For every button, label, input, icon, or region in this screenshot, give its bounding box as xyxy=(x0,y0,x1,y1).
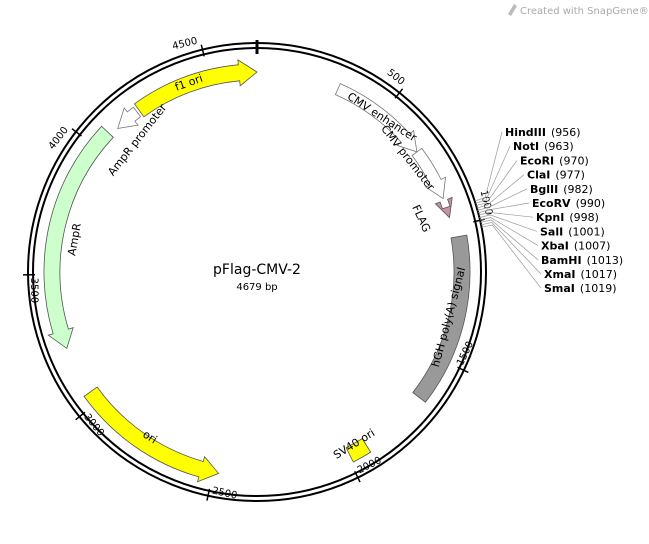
site-position: (990) xyxy=(576,197,606,210)
feature xyxy=(334,83,418,153)
tick-mark xyxy=(354,470,361,483)
plasmid-length: 4679 bp xyxy=(236,282,277,293)
site-name: ClaI xyxy=(527,169,550,182)
watermark: Created with SnapGene® xyxy=(520,6,649,17)
site-connector xyxy=(476,174,525,209)
site-name: SalI xyxy=(540,225,563,238)
site-connector xyxy=(480,219,539,261)
site-position: (1017) xyxy=(580,268,617,281)
site-name: BamHI xyxy=(541,254,582,267)
site-label: HindIII (956) xyxy=(505,126,581,139)
site-name: BglII xyxy=(530,183,558,196)
feature xyxy=(83,386,220,483)
site-connector xyxy=(474,131,503,202)
site-label: XmaI (1017) xyxy=(544,268,617,281)
site-connector xyxy=(479,217,539,246)
site-label: XbaI (1007) xyxy=(541,240,610,253)
site-label: KpnI (998) xyxy=(536,211,599,224)
site-name: EcoRV xyxy=(532,197,571,210)
site-label: EcoRV (990) xyxy=(532,197,605,210)
tick-mark xyxy=(75,411,86,421)
feature xyxy=(345,438,372,463)
plasmid-name: pFlag-CMV-2 xyxy=(213,262,301,278)
feature xyxy=(434,196,453,219)
site-label: SalI (1001) xyxy=(540,225,605,238)
site-connector xyxy=(479,214,538,232)
feature xyxy=(117,106,142,130)
site-position: (977) xyxy=(555,169,585,182)
site-name: SmaI xyxy=(544,282,575,295)
snapgene-logo xyxy=(508,4,517,16)
feature-label: AmpR xyxy=(65,222,84,257)
site-connector xyxy=(481,222,542,275)
site-label: NotI (963) xyxy=(513,140,574,153)
feature xyxy=(412,234,471,403)
site-position: (1007) xyxy=(574,240,611,253)
tick-mark xyxy=(206,488,211,501)
tick-label: 2500 xyxy=(211,486,238,502)
site-name: NotI xyxy=(513,140,539,153)
site-label: EcoRI (970) xyxy=(520,154,589,167)
site-label: BglII (982) xyxy=(530,183,593,196)
tick-mark xyxy=(200,44,205,57)
site-connector xyxy=(475,146,511,204)
site-name: KpnI xyxy=(536,211,564,224)
site-position: (1013) xyxy=(587,254,624,267)
site-position: (970) xyxy=(559,154,589,167)
site-position: (1019) xyxy=(580,282,617,295)
tick-mark xyxy=(71,128,82,137)
site-connector xyxy=(476,160,518,207)
site-label: BamHI (1013) xyxy=(541,254,623,267)
site-position: (956) xyxy=(551,126,581,139)
site-position: (982) xyxy=(563,183,593,196)
site-name: HindIII xyxy=(505,126,546,139)
tick-mark xyxy=(457,366,469,374)
site-connector xyxy=(478,212,534,218)
site-name: EcoRI xyxy=(520,154,554,167)
site-position: (1001) xyxy=(568,225,605,238)
feature xyxy=(133,59,258,118)
tick-mark xyxy=(394,88,404,99)
site-name: XmaI xyxy=(544,268,575,281)
site-label: SmaI (1019) xyxy=(544,282,616,295)
site-position: (998) xyxy=(569,211,599,224)
feature xyxy=(43,125,114,350)
site-position: (963) xyxy=(544,140,574,153)
site-label: ClaI (977) xyxy=(527,169,585,182)
feature xyxy=(411,147,446,200)
site-name: XbaI xyxy=(541,240,569,253)
site-connector xyxy=(481,224,542,289)
site-connector xyxy=(478,202,530,214)
site-connector xyxy=(477,188,528,211)
tick-label: 3500 xyxy=(28,278,39,304)
